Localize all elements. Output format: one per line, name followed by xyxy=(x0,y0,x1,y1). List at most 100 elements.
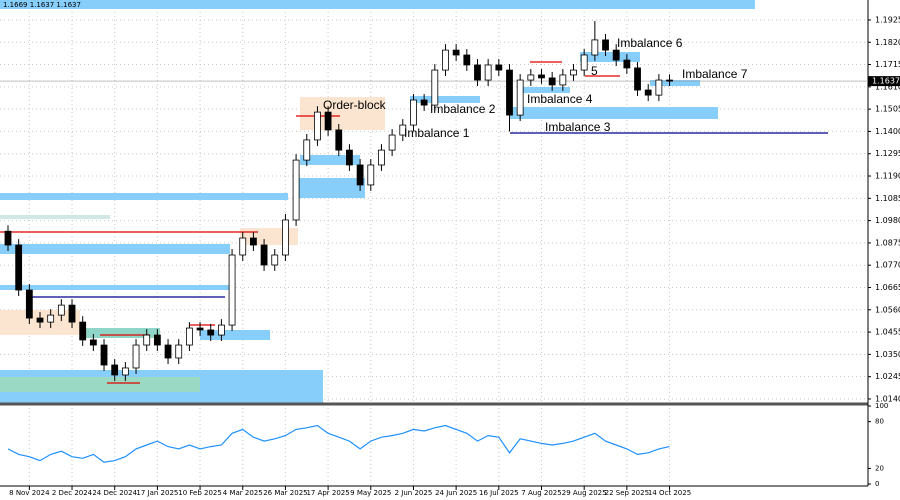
annotation: Imbalance 7 xyxy=(682,67,748,81)
candle-body xyxy=(185,327,193,346)
y-tick-label: 1.0140 xyxy=(875,394,900,403)
candle-body xyxy=(602,39,609,51)
zones xyxy=(0,0,755,403)
candle-body xyxy=(196,327,204,331)
x-tick-label: 17 Apr 2025 xyxy=(306,489,349,497)
price-label-box xyxy=(868,76,900,87)
candle-body xyxy=(431,69,439,106)
y-tick-label: 1.1715 xyxy=(875,60,900,69)
y-tick-label: 80 xyxy=(875,418,884,426)
zone xyxy=(300,155,360,165)
candle-body xyxy=(153,334,161,346)
candle-body xyxy=(570,69,577,76)
candle-body xyxy=(57,304,65,316)
y-tick-label: 1.0245 xyxy=(875,372,900,381)
candle-body xyxy=(548,77,556,86)
x-tick-label: 26 Mar 2025 xyxy=(263,489,307,497)
candle-body xyxy=(25,289,33,319)
candle-body xyxy=(634,67,641,91)
zone xyxy=(200,330,270,340)
zone xyxy=(520,87,570,93)
y-tick-label: 20 xyxy=(875,464,884,472)
candle-body xyxy=(15,244,23,291)
candle-body xyxy=(4,230,12,246)
candle-body xyxy=(644,89,652,96)
y-tick-label: 1.1505 xyxy=(875,105,900,114)
y-tick-label: 1.1400 xyxy=(875,127,900,136)
candle-body xyxy=(164,344,172,359)
annotation: Imbalance 1 xyxy=(404,126,470,140)
y-tick-label: 100 xyxy=(875,402,888,410)
candle-body xyxy=(100,344,108,366)
y-tick-label: 1.0350 xyxy=(875,350,900,359)
y-tick-label: 1.1085 xyxy=(875,194,900,203)
candle-body xyxy=(303,139,311,161)
x-tick-label: 14 Oct 2025 xyxy=(648,489,691,497)
candle-body xyxy=(346,149,353,166)
x-tick-label: 24 Dec 2024 xyxy=(92,489,137,497)
candle-body xyxy=(452,49,460,56)
y-tick-label: 1.1925 xyxy=(875,15,900,24)
zone xyxy=(295,178,365,198)
x-tick-label: 2 Jun 2025 xyxy=(395,489,433,497)
candle-body xyxy=(463,54,471,66)
candle-body xyxy=(623,59,631,69)
candle-body xyxy=(314,111,321,141)
candle-body xyxy=(228,254,236,326)
candle-body xyxy=(143,334,151,346)
candle-body xyxy=(282,219,289,256)
candle-body xyxy=(217,324,225,336)
candle-body xyxy=(442,49,449,71)
candle-body xyxy=(207,329,215,336)
annotation: Imbalance 2 xyxy=(430,102,496,116)
candle-body xyxy=(260,244,268,266)
candle-body xyxy=(378,149,385,166)
candle-body xyxy=(580,54,588,71)
oscillator-line xyxy=(7,424,670,463)
annotation: Imbalance 4 xyxy=(527,92,593,106)
candle-body xyxy=(121,367,129,376)
annotation: 5 xyxy=(591,64,598,78)
candle-body xyxy=(527,74,535,81)
y-tick-label: 1.0980 xyxy=(875,216,900,225)
price-label: 1.1637 xyxy=(872,77,900,86)
zone xyxy=(0,0,755,9)
candle-body xyxy=(506,69,513,116)
candle-body xyxy=(324,111,332,131)
zone xyxy=(0,215,110,219)
annotation: Imbalance 3 xyxy=(545,120,611,134)
y-tick-label: 1.0665 xyxy=(875,283,900,292)
zone xyxy=(240,228,298,245)
zone xyxy=(0,193,288,200)
candle-body xyxy=(559,74,567,86)
annotation: Imbalance 6 xyxy=(617,36,683,50)
x-tick-label: 9 May 2025 xyxy=(350,489,391,497)
candle-body xyxy=(484,64,492,81)
y-tick-label: 1.0455 xyxy=(875,328,900,337)
candle-body xyxy=(399,124,407,136)
x-tick-label: 29 Aug 2025 xyxy=(562,489,607,497)
candle-body xyxy=(292,159,300,221)
y-tick-label: 0 xyxy=(875,480,879,488)
annotation: Order-block xyxy=(323,98,387,112)
x-tick-label: 8 Nov 2024 xyxy=(9,489,50,497)
x-tick-label: 17 Jan 2025 xyxy=(136,489,178,497)
x-tick-label: 7 Aug 2025 xyxy=(521,489,561,497)
candle-body xyxy=(132,344,140,369)
candle-body xyxy=(591,39,599,56)
candle-body xyxy=(175,344,183,359)
candle-body xyxy=(516,79,524,116)
candle-body xyxy=(68,304,76,323)
candle-body xyxy=(356,164,364,186)
candle-body xyxy=(367,164,375,186)
candle-body xyxy=(410,99,417,126)
zone xyxy=(510,107,718,119)
y-tick-label: 1.0770 xyxy=(875,261,900,270)
candle-body xyxy=(89,339,97,346)
candle-body xyxy=(538,74,545,79)
x-tick-label: 22 Sep 2025 xyxy=(605,489,649,497)
quote-info: 1.1669 1.1637 1.1637 xyxy=(3,1,81,9)
candle-body xyxy=(36,317,44,323)
y-tick-label: 1.1820 xyxy=(875,38,900,47)
